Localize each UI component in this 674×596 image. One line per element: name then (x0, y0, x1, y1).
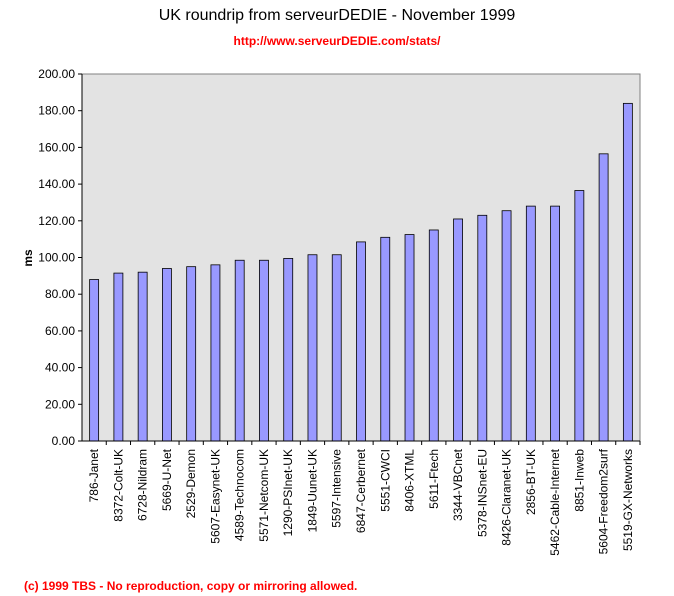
bar (234, 259, 245, 442)
y-tick-label: 0.00 (52, 434, 76, 448)
bar (574, 190, 585, 442)
chart-subtitle-url[interactable]: http://www.serveurDEDIE.com/stats/ (233, 34, 441, 48)
x-category-label: 5597-Intensive (330, 449, 344, 528)
x-category-label: 5519-GX-Networks (621, 449, 635, 551)
y-tick-label: 180.00 (38, 104, 75, 118)
bar (501, 210, 512, 442)
bar (307, 254, 318, 442)
y-tick-label: 100.00 (38, 251, 75, 265)
x-category-label: 1290-PSInet-UK (281, 449, 295, 536)
x-category-label: 3344-VBCnet (451, 448, 465, 521)
x-category-label: 5462-Cable-Internet (548, 448, 562, 555)
x-category-label: 2856-BT-UK (524, 449, 538, 515)
bar (404, 234, 415, 442)
y-axis-ticks: 0.00 20.00 40.00 60.00 80.00 100.00 120.00 140.… (38, 67, 82, 448)
bar (89, 279, 100, 442)
y-tick-label: 200.00 (38, 67, 75, 81)
bar (162, 268, 172, 442)
x-category-label: 2529-Demon (184, 449, 198, 518)
bar (453, 218, 463, 442)
x-category-label: 8426-Claranet-UK (500, 449, 514, 546)
bar (380, 236, 391, 442)
y-tick-label: 40.00 (45, 361, 75, 375)
x-axis-labels: 786-Janet 8372-Colt-UK 6728-Nildram 5669-U-… (87, 441, 641, 556)
x-category-label: 786-Janet (87, 448, 101, 502)
bar (622, 102, 633, 442)
bar (550, 205, 560, 442)
x-category-label: 5607-Easynet-UK (208, 449, 222, 544)
x-category-label: 5571-Netcom-UK (257, 449, 271, 542)
bar (356, 241, 366, 442)
bar (137, 271, 148, 442)
x-category-label: 6847-Cerbernet (354, 448, 368, 533)
copyright-footer: (c) 1999 TBS - No reproduction, copy or … (24, 579, 358, 593)
y-tick-label: 120.00 (38, 214, 75, 228)
bar (477, 214, 488, 442)
bar (210, 264, 221, 442)
y-tick-label: 140.00 (38, 177, 75, 191)
y-tick-label: 80.00 (45, 287, 75, 301)
bar (259, 259, 269, 442)
bar (113, 272, 124, 442)
x-category-label: 8372-Colt-UK (111, 449, 125, 522)
bars (89, 102, 633, 442)
bar (525, 205, 536, 442)
y-tick-label: 20.00 (45, 397, 75, 411)
x-category-label: 4589-Technocom (233, 449, 247, 541)
x-category-label: 5669-U-Net (160, 448, 174, 511)
x-category-label: 6728-Nildram (136, 449, 150, 521)
bar (331, 254, 342, 442)
x-category-label: 5611-Ftech (427, 449, 441, 509)
x-category-label: 1849-Uunet-UK (305, 449, 319, 532)
x-category-label: 5551-CWCI (378, 449, 392, 512)
bar (186, 266, 197, 442)
y-tick-label: 60.00 (45, 324, 75, 338)
y-tick-label: 160.00 (38, 140, 75, 154)
bar (283, 258, 294, 442)
x-category-label: 8851-Inweb (572, 449, 586, 512)
x-category-label: 5604-Freedom2surf (597, 448, 611, 554)
chart-title: UK roundrip from serveurDEDIE - November… (158, 7, 516, 24)
bar (598, 153, 609, 442)
y-axis-title: ms (21, 249, 35, 267)
x-category-label: 8406-XTML (403, 449, 417, 512)
bar (428, 229, 439, 442)
x-category-label: 5378-INSnet-EU (475, 449, 489, 537)
